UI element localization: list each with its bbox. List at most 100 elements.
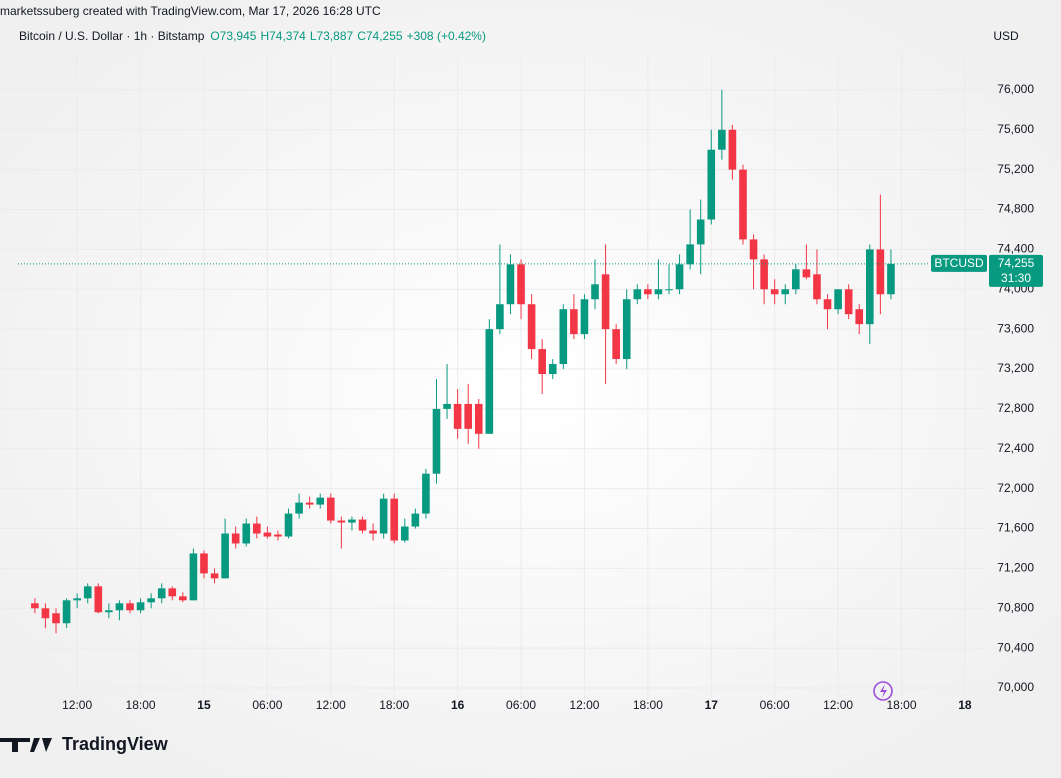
candle-body xyxy=(337,520,346,523)
candle-body xyxy=(284,513,293,537)
x-tick-label: 06:00 xyxy=(760,698,790,712)
y-tick-label: 73,600 xyxy=(997,321,1034,335)
candle-body xyxy=(622,299,631,360)
candle-body xyxy=(612,329,620,360)
x-tick-label: 18:00 xyxy=(126,698,156,712)
price-tag-bg xyxy=(989,254,1043,287)
candle-body xyxy=(390,498,399,541)
candle-body xyxy=(844,289,853,315)
candle-body xyxy=(474,403,483,434)
candle-body xyxy=(105,610,113,613)
candle-body xyxy=(41,608,50,619)
legend-high: H74,374 xyxy=(260,29,306,43)
x-tick-label: 18:00 xyxy=(379,698,409,712)
legend-change: +308 (+0.42%) xyxy=(407,29,486,43)
candle-body xyxy=(718,129,726,150)
y-tick-label: 72,000 xyxy=(997,481,1034,495)
candle-body xyxy=(179,596,187,601)
countdown: 31:30 xyxy=(1001,271,1031,285)
candle-body xyxy=(517,264,525,305)
candle-body xyxy=(485,329,494,434)
candle-body xyxy=(168,588,177,597)
axis-labels: 70,000 70,400 70,800 71,200 71,600 72,000 72,4… xyxy=(62,82,1043,712)
candle-body xyxy=(316,497,325,505)
legend: Bitcoin / U.S. Dollar · 1h · Bitstamp O7… xyxy=(19,29,486,43)
x-tick-label: 12:00 xyxy=(823,698,853,712)
y-tick-label: 72,800 xyxy=(997,401,1034,415)
candle-body xyxy=(231,533,240,544)
symbol-tag-bg xyxy=(931,254,987,272)
candle-body xyxy=(675,264,684,290)
candle-body xyxy=(73,598,81,601)
candle-body xyxy=(665,289,673,291)
x-tick-label: 18:00 xyxy=(886,698,916,712)
symbol-tag: BTCUSD xyxy=(934,256,984,270)
candle-body xyxy=(865,249,874,325)
candle-body xyxy=(823,299,832,310)
candle-body xyxy=(527,304,536,350)
credit: marketssuberg created with TradingView.c… xyxy=(0,4,381,18)
candle-body xyxy=(263,532,272,537)
candle-body xyxy=(62,600,71,624)
candle-body xyxy=(295,502,303,514)
x-tick-label: 06:00 xyxy=(252,698,282,712)
y-tick-label: 71,600 xyxy=(997,521,1034,535)
x-tick-label: 17 xyxy=(705,698,719,712)
candle-body xyxy=(400,526,409,541)
candle-body xyxy=(887,263,895,295)
candle-body xyxy=(686,244,694,265)
x-tick-label: 16 xyxy=(451,698,465,712)
candle-body xyxy=(802,269,811,278)
candle-body xyxy=(157,588,166,599)
y-tick-label: 75,200 xyxy=(997,162,1034,176)
candle-body xyxy=(749,239,758,260)
candle-body xyxy=(115,603,124,611)
lightning-icon xyxy=(873,681,893,701)
candle-body xyxy=(348,519,356,523)
candle-body xyxy=(538,349,546,375)
brand: TradingView xyxy=(0,734,169,754)
candle-body xyxy=(379,498,388,534)
candle-body xyxy=(496,304,504,330)
candle-body xyxy=(633,289,642,300)
candle-body xyxy=(781,289,790,295)
candle-body xyxy=(855,309,864,325)
candle-body xyxy=(834,289,842,310)
candle-body xyxy=(453,403,462,429)
y-tick-label: 70,400 xyxy=(997,640,1034,654)
candle-body xyxy=(707,149,716,220)
candle-body xyxy=(94,586,103,613)
y-tick-label: 72,400 xyxy=(997,441,1034,455)
candle-body xyxy=(728,129,737,170)
candle-body xyxy=(200,553,208,574)
candle-body xyxy=(326,497,335,521)
brand-logo xyxy=(0,738,52,752)
x-tick-label: 18:00 xyxy=(633,698,663,712)
price-tag: 74,255 xyxy=(998,256,1035,270)
candle-body xyxy=(570,309,578,335)
candle-body xyxy=(210,573,219,579)
y-tick-label: 76,000 xyxy=(997,82,1034,96)
brand-name: TradingView xyxy=(62,734,169,754)
candle-body xyxy=(813,274,821,300)
y-tick-label: 70,000 xyxy=(997,680,1034,694)
symbol-title: Bitcoin / U.S. Dollar · 1h · Bitstamp xyxy=(19,29,205,43)
candles xyxy=(18,89,930,634)
candle-body xyxy=(411,513,420,527)
candle-body xyxy=(654,289,663,295)
candle-body xyxy=(580,299,589,335)
candle-body xyxy=(432,408,441,474)
candle-body xyxy=(770,289,779,295)
candle-body xyxy=(242,523,251,544)
y-tick-label: 73,200 xyxy=(997,361,1034,375)
candle-body xyxy=(644,289,652,295)
y-tick-label: 75,600 xyxy=(997,122,1034,136)
candle-body xyxy=(422,473,430,514)
candle-body xyxy=(305,502,314,505)
candle-body xyxy=(548,364,557,375)
candle-body xyxy=(559,309,568,365)
candle-body xyxy=(369,530,377,534)
x-tick-label: 12:00 xyxy=(62,698,92,712)
